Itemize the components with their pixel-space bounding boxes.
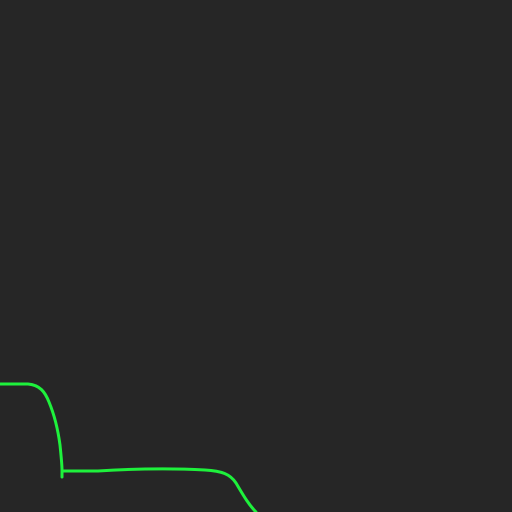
- green-freehand-stroke: [0, 382, 258, 512]
